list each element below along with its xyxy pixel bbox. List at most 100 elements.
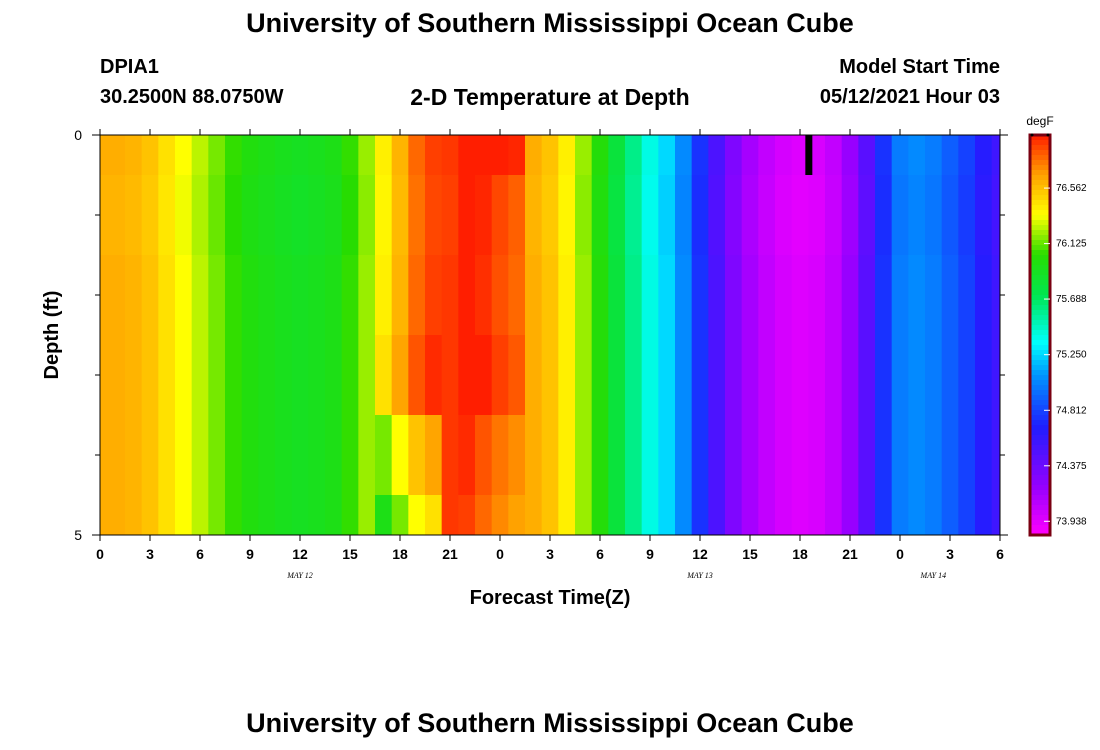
heatmap-cell bbox=[141, 335, 159, 415]
colorbar-segment bbox=[1030, 430, 1050, 436]
colorbar-segment bbox=[1030, 420, 1050, 426]
heatmap-cell bbox=[258, 255, 276, 335]
heatmap-cell bbox=[941, 135, 959, 175]
heatmap-cell bbox=[741, 495, 759, 535]
heatmap-cell bbox=[258, 335, 276, 415]
heatmap-cell bbox=[958, 415, 976, 495]
heatmap-cell bbox=[425, 255, 443, 335]
x-tick-label: 6 bbox=[196, 546, 204, 562]
heatmap-cell bbox=[575, 175, 593, 255]
heatmap-cell bbox=[441, 495, 459, 535]
heatmap-cell bbox=[208, 415, 226, 495]
heatmap-cell bbox=[241, 135, 259, 175]
heatmap-cell bbox=[875, 255, 893, 335]
heatmap-cell bbox=[791, 135, 809, 175]
heatmap-cell bbox=[708, 175, 726, 255]
heatmap-cell bbox=[708, 135, 726, 175]
heatmap-cell bbox=[691, 495, 709, 535]
heatmap-cell bbox=[541, 415, 559, 495]
heatmap-cell bbox=[908, 255, 926, 335]
heatmap-cell bbox=[100, 415, 109, 495]
heatmap-cell bbox=[100, 495, 109, 535]
heatmap-cell bbox=[691, 335, 709, 415]
colorbar-segment bbox=[1030, 285, 1050, 291]
heatmap-cell bbox=[775, 415, 793, 495]
colorbar-segment bbox=[1030, 460, 1050, 466]
heatmap-cell bbox=[141, 415, 159, 495]
heatmap-cell bbox=[358, 495, 376, 535]
heatmap-cell bbox=[341, 255, 359, 335]
heatmap-cell bbox=[575, 255, 593, 335]
heatmap-cell bbox=[275, 495, 293, 535]
heatmap-cell bbox=[191, 335, 209, 415]
footer-title: University of Southern Mississippi Ocean… bbox=[246, 708, 854, 738]
heatmap-cell bbox=[858, 495, 876, 535]
heatmap-cell bbox=[625, 255, 643, 335]
heatmap-cell bbox=[308, 135, 326, 175]
heatmap-cell bbox=[725, 415, 743, 495]
heatmap-cell bbox=[991, 415, 1000, 495]
heatmap-cell bbox=[525, 495, 543, 535]
heatmap-cell bbox=[358, 255, 376, 335]
heatmap-cell bbox=[408, 135, 426, 175]
heatmap-cell bbox=[325, 175, 343, 255]
colorbar-segment bbox=[1030, 525, 1050, 531]
heatmap-cell bbox=[925, 335, 943, 415]
colorbar-segment bbox=[1030, 185, 1050, 191]
heatmap-cell bbox=[875, 335, 893, 415]
heatmap-cell bbox=[108, 255, 126, 335]
colorbar-tick-label: 74.375 bbox=[1056, 461, 1087, 472]
heatmap-cell bbox=[408, 495, 426, 535]
heatmap-cell bbox=[175, 495, 193, 535]
heatmap-cell bbox=[275, 415, 293, 495]
x-tick-label: 6 bbox=[596, 546, 604, 562]
heatmap-cell bbox=[158, 175, 176, 255]
heatmap-cell bbox=[175, 175, 193, 255]
heatmap-cell bbox=[858, 255, 876, 335]
heatmap-cell bbox=[308, 415, 326, 495]
heatmap-cell bbox=[191, 135, 209, 175]
heatmap-cell bbox=[558, 415, 576, 495]
heatmap-cell bbox=[258, 175, 276, 255]
colorbar-segment bbox=[1030, 270, 1050, 276]
heatmap-cell bbox=[258, 495, 276, 535]
colorbar-tick-label: 76.562 bbox=[1056, 183, 1087, 194]
heatmap-cell bbox=[458, 255, 476, 335]
heatmap-cell bbox=[841, 175, 859, 255]
heatmap-cell bbox=[741, 335, 759, 415]
heatmap-cell bbox=[741, 415, 759, 495]
heatmap-cell bbox=[141, 135, 159, 175]
colorbar-segment bbox=[1030, 145, 1050, 151]
heatmap-cell bbox=[208, 175, 226, 255]
station-coordinates: 30.2500N 88.0750W bbox=[100, 86, 284, 108]
colorbar-segment bbox=[1030, 450, 1050, 456]
x-tick-label: 15 bbox=[342, 546, 358, 562]
heatmap-cell bbox=[925, 495, 943, 535]
heatmap-cell bbox=[891, 495, 909, 535]
colorbar-tick-label: 75.250 bbox=[1056, 350, 1087, 361]
x-tick-label: 0 bbox=[496, 546, 504, 562]
heatmap-cell bbox=[675, 415, 693, 495]
heatmap-cell bbox=[791, 335, 809, 415]
heatmap-cell bbox=[141, 255, 159, 335]
heatmap-cell bbox=[241, 415, 259, 495]
heatmap-cell bbox=[758, 175, 776, 255]
heatmap-cell bbox=[475, 335, 493, 415]
page-title: University of Southern Mississippi Ocean… bbox=[246, 8, 854, 38]
colorbar-segment bbox=[1030, 325, 1050, 331]
heatmap-cell bbox=[591, 255, 609, 335]
heatmap-cell bbox=[475, 415, 493, 495]
date-label: MAY 14 bbox=[920, 571, 947, 580]
heatmap-cell bbox=[100, 255, 109, 335]
heatmap-cell bbox=[508, 415, 526, 495]
colorbar-segment bbox=[1030, 425, 1050, 431]
heatmap-cell bbox=[575, 335, 593, 415]
heatmap-cell bbox=[208, 495, 226, 535]
heatmap-cell bbox=[325, 135, 343, 175]
heatmap-cell bbox=[191, 175, 209, 255]
heatmap-cell bbox=[991, 175, 1000, 255]
date-label: MAY 12 bbox=[286, 571, 313, 580]
heatmap-cell bbox=[125, 135, 143, 175]
heatmap-cell bbox=[975, 335, 993, 415]
heatmap-cell bbox=[425, 415, 443, 495]
